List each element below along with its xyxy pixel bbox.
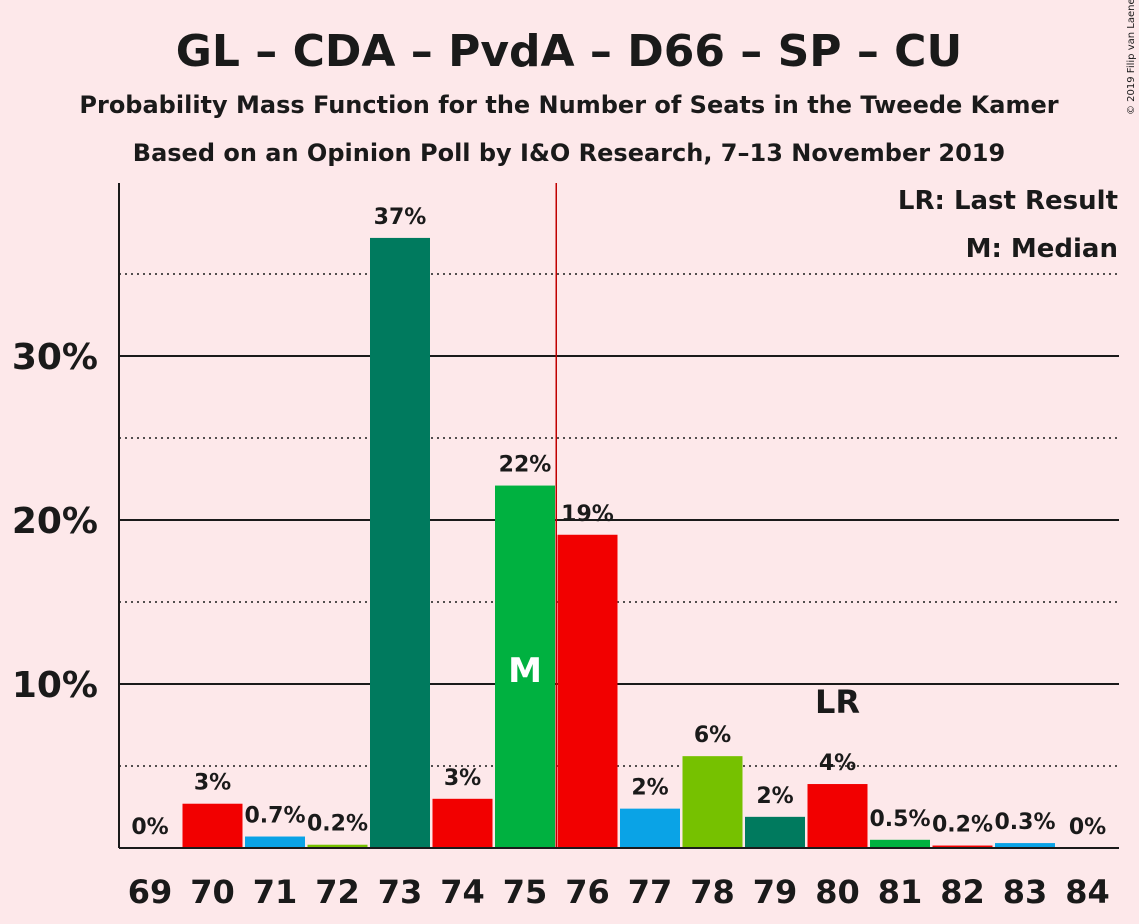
x-tick-label: 78 [690,873,735,911]
x-tick-label: 74 [440,873,485,911]
bar-value-label: 0% [1069,815,1106,840]
x-tick-label: 81 [878,873,923,911]
x-tick-label: 83 [1003,873,1048,911]
y-tick-label: 20% [12,501,98,542]
bar-value-label: 3% [194,771,231,796]
last-result-marker: LR [815,683,860,721]
y-tick-label: 10% [12,665,98,706]
bar-value-label: 3% [444,766,481,791]
y-axis-ticks: 10% 20% 30% [12,337,98,706]
bar-labels: 0%3%0.7% 0.2%37%3%22%19%2%6%2%4%0.5% 0.2% 0… [131,205,1106,840]
bar-seat-79 [745,816,805,848]
x-tick-label: 69 [128,873,173,911]
bar-seat-71 [245,836,305,848]
legend-last-result: LR: Last Result [898,186,1118,216]
bar-value-label: 19% [561,502,614,527]
x-tick-label: 80 [815,873,860,911]
x-tick-label: 75 [503,873,548,911]
x-tick-label: 84 [1065,873,1110,911]
bar-value-label: 6% [694,723,731,748]
bar-seat-77 [620,808,680,848]
bar-value-label: 37% [374,205,427,230]
chart-subtitle-2: Based on an Opinion Poll by I&O Research… [133,139,1005,167]
x-tick-label: 79 [753,873,798,911]
bar-seat-70 [182,803,243,848]
bar-seat-74 [432,798,493,848]
bar-value-label: 0% [131,815,168,840]
legend-median: M: Median [966,234,1118,264]
x-tick-label: 76 [565,873,610,911]
bar-value-label: 22% [499,453,552,478]
x-tick-label: 73 [378,873,423,911]
bar-seat-81 [870,839,930,848]
x-tick-label: 82 [940,873,985,911]
gridlines [119,273,1119,767]
bar-value-label: 2% [756,784,793,809]
bar-seat-75 [495,485,555,848]
median-marker: M [508,651,542,691]
chart-title: GL – CDA – PvdA – D66 – SP – CU [176,26,962,77]
x-axis-ticks: 69 70 71 72 73 74 75 76 77 78 79 80 81 82 83 84 [128,873,1110,911]
y-tick-label: 30% [12,337,98,378]
bar-value-label: 0.5% [869,807,930,832]
bar-seat-83 [995,843,1055,848]
bar-seat-72 [307,844,368,848]
bar-seat-76 [557,534,618,848]
bar-seat-80 [807,784,868,848]
bar-value-label: 0.3% [994,810,1055,835]
copyright-notice: © 2019 Filip van Laenen [1126,0,1137,115]
bar-value-label: 0.7% [244,804,305,829]
x-tick-label: 71 [253,873,298,911]
bar-value-label: 2% [631,776,668,801]
bar-value-label: 0.2% [932,813,993,838]
chart-subtitle-1: Probability Mass Function for the Number… [79,91,1058,119]
x-tick-label: 77 [628,873,673,911]
bar-seat-78 [682,756,743,848]
bar-value-label: 0.2% [307,812,368,837]
bar-seat-73 [370,237,430,849]
x-tick-label: 70 [190,873,235,911]
bar-seat-82 [932,845,993,848]
x-tick-label: 72 [315,873,360,911]
bar-value-label: 4% [819,751,856,776]
bars [182,183,1055,849]
